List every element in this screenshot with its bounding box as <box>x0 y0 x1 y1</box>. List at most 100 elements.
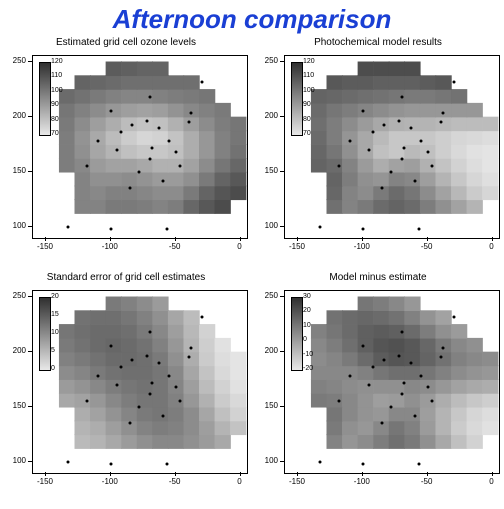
station-dot <box>319 460 322 463</box>
station-dot <box>409 361 412 364</box>
legend-tick-label: 80 <box>51 116 67 123</box>
station-dot <box>413 414 416 417</box>
x-tick-label: -150 <box>285 242 309 251</box>
station-dot <box>382 124 385 127</box>
panel-title: Standard error of grid cell estimates <box>0 272 252 283</box>
y-tick-label: 150 <box>8 401 26 410</box>
legend-tick-label: 110 <box>51 72 67 79</box>
station-dot <box>161 414 164 417</box>
x-tick-label: -150 <box>285 477 309 486</box>
x-tick <box>175 472 176 476</box>
station-dot <box>390 170 393 173</box>
heatmap <box>33 291 247 473</box>
x-tick-label: 0 <box>228 477 252 486</box>
station-dot <box>368 148 371 151</box>
station-dot <box>148 157 151 160</box>
y-tick <box>280 116 284 117</box>
legend-tick-label: 90 <box>51 101 67 108</box>
station-dot <box>372 366 375 369</box>
y-tick <box>28 61 32 62</box>
station-dot <box>190 347 193 350</box>
station-dot <box>178 400 181 403</box>
station-dot <box>130 359 133 362</box>
panel-title: Estimated grid cell ozone levels <box>0 37 252 48</box>
station-dot <box>338 400 341 403</box>
station-dot <box>452 316 455 319</box>
y-tick <box>280 226 284 227</box>
station-dot <box>426 150 429 153</box>
station-dot <box>161 179 164 182</box>
station-dot <box>382 359 385 362</box>
y-tick-label: 100 <box>260 221 278 230</box>
y-tick <box>28 296 32 297</box>
y-tick <box>280 351 284 352</box>
legend-tick-label: 30 <box>303 293 319 300</box>
station-dot <box>409 126 412 129</box>
x-tick <box>427 472 428 476</box>
station-dot <box>400 157 403 160</box>
y-tick <box>28 406 32 407</box>
x-tick-label: 0 <box>480 477 504 486</box>
legend-tick-label: 80 <box>303 116 319 123</box>
station-dot <box>200 316 203 319</box>
x-tick-label: -50 <box>163 477 187 486</box>
heatmap <box>285 56 499 238</box>
station-dot <box>165 228 168 231</box>
station-dot <box>439 121 442 124</box>
y-tick <box>28 461 32 462</box>
station-dot <box>116 148 119 151</box>
station-dot <box>109 228 112 231</box>
station-dot <box>400 392 403 395</box>
x-tick <box>175 237 176 241</box>
station-dot <box>319 225 322 228</box>
station-dot <box>430 165 433 168</box>
legend-tick-label: -20 <box>303 365 319 372</box>
y-tick <box>280 296 284 297</box>
panel-title: Photochemical model results <box>252 37 504 48</box>
legend-tick-label: 110 <box>303 72 319 79</box>
x-tick <box>362 237 363 241</box>
station-dot <box>138 405 141 408</box>
station-dot <box>165 463 168 466</box>
legend-tick-label: 0 <box>303 336 319 343</box>
station-dot <box>120 131 123 134</box>
station-dot <box>109 345 112 348</box>
station-dot <box>168 374 171 377</box>
x-tick-label: -100 <box>98 477 122 486</box>
station-dot <box>174 150 177 153</box>
station-dot <box>442 112 445 115</box>
x-tick <box>492 237 493 241</box>
panel-br: Model minus estimate-20-100102030-150-10… <box>252 272 504 507</box>
station-dot <box>372 131 375 134</box>
x-tick-label: -100 <box>98 242 122 251</box>
station-dot <box>381 187 384 190</box>
y-tick-label: 150 <box>260 166 278 175</box>
station-dot <box>398 120 401 123</box>
y-tick-label: 200 <box>8 346 26 355</box>
legend-tick-label: 10 <box>303 322 319 329</box>
x-tick <box>110 472 111 476</box>
y-tick-label: 100 <box>260 456 278 465</box>
x-tick <box>45 237 46 241</box>
station-dot <box>390 405 393 408</box>
station-dot <box>96 139 99 142</box>
x-tick-label: -50 <box>415 242 439 251</box>
station-dot <box>129 187 132 190</box>
station-dot <box>426 385 429 388</box>
station-dot <box>67 225 70 228</box>
main-title: Afternoon comparison <box>0 4 504 35</box>
station-dot <box>157 126 160 129</box>
station-dot <box>168 139 171 142</box>
station-dot <box>86 400 89 403</box>
station-dot <box>157 361 160 364</box>
station-dot <box>452 81 455 84</box>
station-dot <box>120 366 123 369</box>
plot-area: 05101520 <box>32 290 248 474</box>
y-tick-label: 200 <box>260 346 278 355</box>
station-dot <box>148 392 151 395</box>
x-tick <box>492 472 493 476</box>
station-dot <box>361 228 364 231</box>
legend-tick-label: 0 <box>51 365 67 372</box>
legend-tick-label: 10 <box>51 329 67 336</box>
x-tick <box>297 472 298 476</box>
